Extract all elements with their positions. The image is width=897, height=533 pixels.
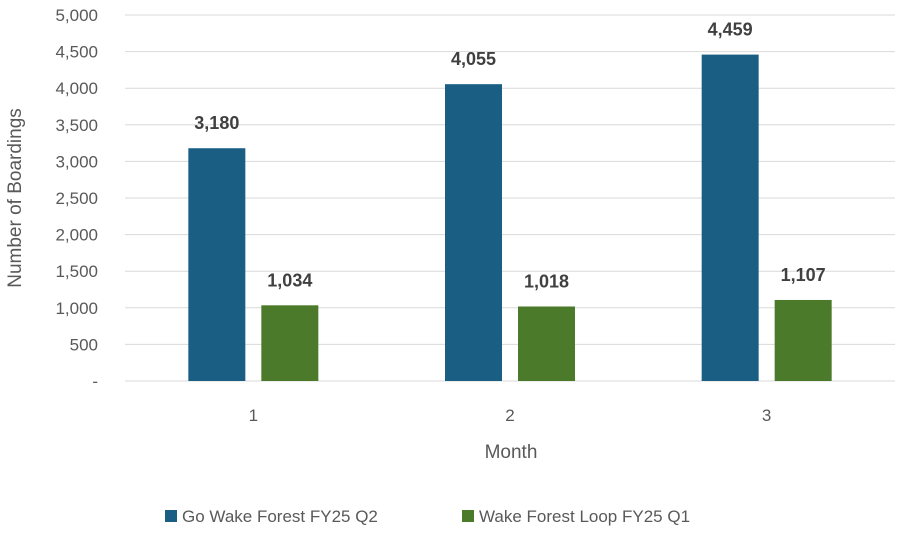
data-label: 1,034 — [267, 270, 312, 290]
bar — [445, 84, 502, 381]
legend-swatch — [165, 510, 177, 522]
gridlines — [125, 14, 895, 382]
bars — [188, 54, 832, 382]
data-label: 1,107 — [781, 265, 826, 285]
y-tick-label: 5,000 — [55, 6, 98, 25]
legend-label: Go Wake Forest FY25 Q2 — [182, 507, 378, 526]
x-tick-label: 1 — [249, 406, 258, 425]
x-axis-title: Month — [485, 442, 538, 463]
y-tick-label: 4,500 — [55, 43, 98, 62]
y-tick-label: 2,000 — [55, 226, 98, 245]
y-tick-label: 4,000 — [55, 79, 98, 98]
y-tick-label: - — [92, 372, 98, 391]
legend-label: Wake Forest Loop FY25 Q1 — [479, 507, 690, 526]
y-tick-label: 1,500 — [55, 262, 98, 281]
y-tick-label: 3,500 — [55, 116, 98, 135]
data-label: 3,180 — [194, 113, 239, 133]
x-tick-label: 2 — [505, 406, 514, 425]
bar — [774, 299, 832, 381]
x-axis-ticks: 1 2 3 — [249, 406, 772, 425]
bar — [188, 148, 246, 381]
y-axis-title: Number of Boardings — [5, 108, 26, 288]
y-tick-label: 2,500 — [55, 189, 98, 208]
data-label: 1,018 — [524, 271, 569, 291]
bar — [261, 305, 319, 381]
y-tick-label: 500 — [70, 335, 98, 354]
y-axis-ticks: - 500 1,000 1,500 2,000 2,500 3,000 3,500 4,000 4… — [55, 6, 98, 391]
y-tick-label: 3,000 — [55, 152, 98, 171]
bar — [701, 54, 759, 382]
data-labels: 3,180 1,034 4,055 1,018 4,459 1,107 — [194, 20, 825, 292]
legend-swatch — [462, 510, 474, 522]
x-tick-label: 3 — [762, 406, 771, 425]
data-label: 4,055 — [451, 49, 496, 69]
data-label: 4,459 — [708, 20, 753, 40]
y-tick-label: 1,000 — [55, 299, 98, 318]
bar — [518, 306, 575, 381]
legend: Go Wake Forest FY25 Q2 Wake Forest Loop F… — [165, 507, 690, 526]
